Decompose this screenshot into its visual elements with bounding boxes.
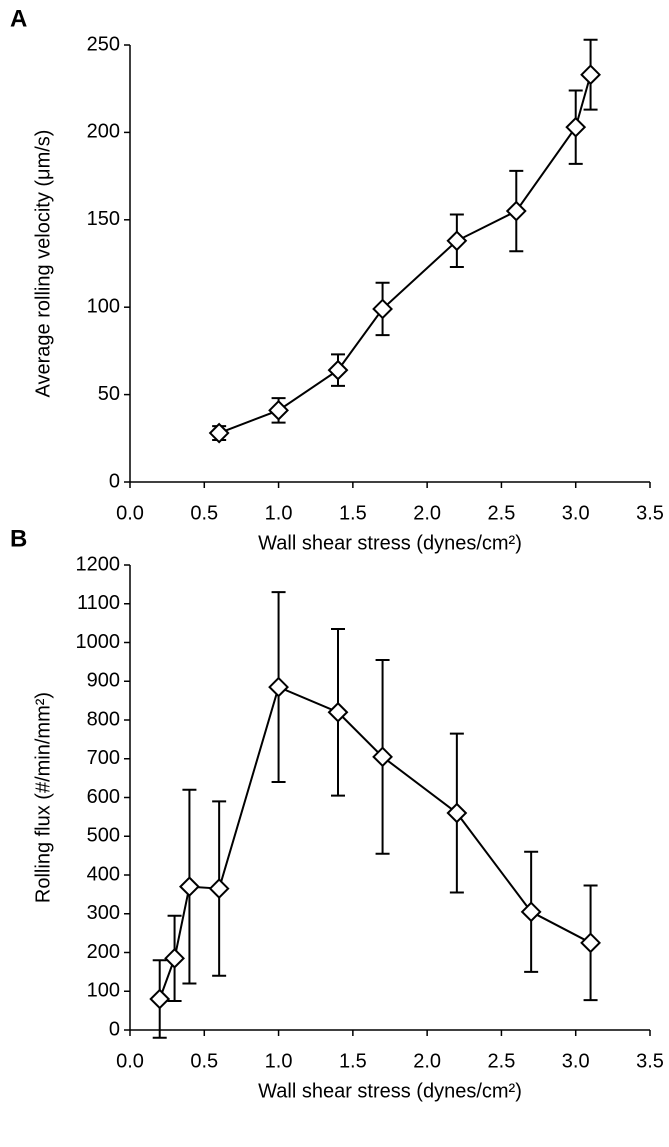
data-line: [158, 685, 592, 1000]
marker: [268, 399, 289, 421]
y-tick-label: 100: [87, 295, 120, 317]
panel-label: A: [10, 5, 27, 32]
y-tick-label: 700: [87, 747, 120, 769]
marker: [327, 359, 349, 381]
x-tick-label: 0.0: [116, 502, 144, 524]
marker: [580, 64, 601, 86]
x-tick-label: 0.5: [190, 502, 218, 524]
y-axis-label: Average rolling velocity (μm/s): [32, 130, 54, 398]
x-axis-label: Wall shear stress (dynes/cm²): [258, 1080, 522, 1102]
x-tick-label: 2.0: [413, 502, 441, 524]
y-tick-label: 600: [87, 786, 120, 808]
y-tick-label: 0: [109, 470, 120, 492]
y-tick-label: 800: [87, 708, 120, 730]
y-tick-label: 50: [98, 383, 120, 405]
data-line: [218, 74, 592, 434]
marker: [268, 676, 289, 698]
x-tick-label: 2.5: [488, 502, 516, 524]
marker: [580, 932, 601, 954]
y-tick-label: 1000: [76, 631, 121, 653]
y-tick-label: 1200: [76, 553, 121, 575]
x-tick-label: 3.0: [562, 1050, 590, 1072]
y-axis-label: Rolling flux (#/min/mm²): [32, 692, 54, 903]
x-tick-label: 2.0: [413, 1050, 441, 1072]
marker: [208, 422, 230, 444]
y-tick-label: 1100: [77, 592, 120, 614]
x-tick-label: 2.5: [488, 1050, 516, 1072]
marker: [208, 878, 230, 899]
x-tick-label: 0.5: [190, 1050, 218, 1072]
panel-label: B: [10, 525, 27, 552]
marker: [446, 230, 468, 252]
marker: [446, 802, 468, 824]
marker: [372, 298, 393, 320]
y-tick-label: 200: [87, 121, 120, 143]
y-tick-label: 250: [87, 33, 120, 55]
x-tick-label: 3.0: [562, 502, 590, 524]
y-tick-label: 400: [87, 863, 120, 885]
x-tick-label: 1.5: [339, 502, 367, 524]
x-axis-label: Wall shear stress (dynes/cm²): [258, 532, 522, 554]
y-tick-label: 150: [87, 208, 120, 230]
x-tick-label: 0.0: [116, 1050, 144, 1072]
x-tick-label: 1.0: [265, 502, 293, 524]
x-tick-label: 1.0: [265, 1050, 293, 1072]
marker: [179, 876, 200, 898]
x-tick-label: 3.5: [636, 502, 664, 524]
marker: [164, 947, 185, 969]
y-tick-label: 200: [87, 941, 120, 963]
marker: [505, 200, 527, 222]
marker: [327, 701, 349, 723]
y-tick-label: 300: [87, 902, 120, 924]
y-tick-label: 900: [87, 670, 120, 692]
x-tick-label: 1.5: [339, 1050, 367, 1072]
marker: [520, 901, 542, 923]
marker: [565, 116, 587, 138]
y-tick-label: 0: [109, 1018, 120, 1040]
x-tick-label: 3.5: [636, 1050, 664, 1072]
y-tick-label: 100: [87, 980, 120, 1002]
marker: [149, 988, 171, 1010]
marker: [372, 746, 393, 768]
y-tick-label: 500: [87, 825, 120, 847]
